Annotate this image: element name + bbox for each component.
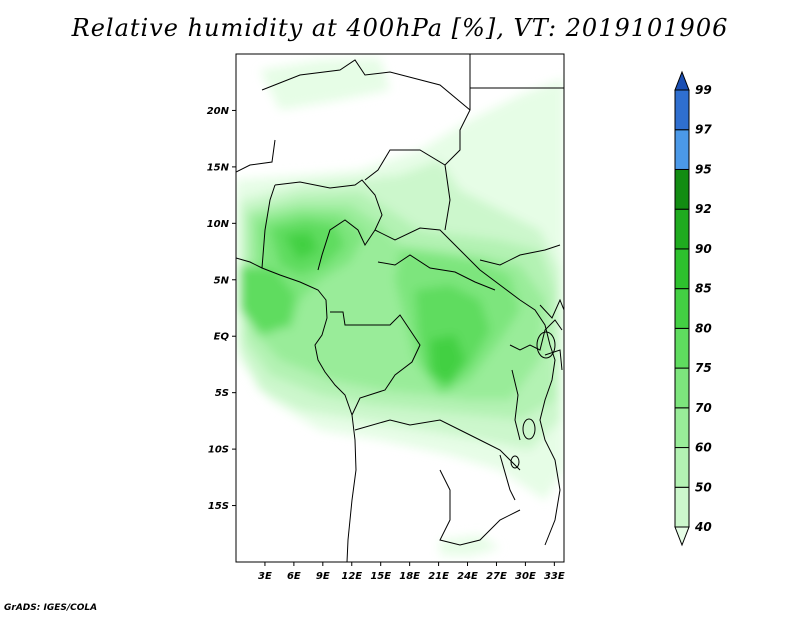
humidity-field (236, 58, 564, 556)
colorbar-segment (674, 526, 690, 547)
colorbar-label: 95 (695, 162, 712, 176)
map-title: Relative humidity at 400hPa [%], VT: 201… (71, 14, 729, 42)
lon-tick-label: 33E (544, 571, 565, 582)
colorbar-segment (674, 327, 690, 369)
lat-tick-label: 5N (214, 275, 230, 286)
grads-credit: GrADS: IGES/COLA (4, 603, 98, 613)
lat-tick-label: 15S (208, 501, 229, 512)
colorbar: 40 50 60 70 75 80 85 90 92 95 97 99 (674, 70, 712, 547)
lon-tick-label: 3E (258, 571, 272, 582)
humidity-region-40c (440, 535, 500, 556)
country-borders (236, 54, 564, 562)
colorbar-label: 80 (695, 321, 712, 335)
colorbar-label: 97 (695, 123, 712, 137)
colorbar-label: 60 (695, 441, 712, 455)
colorbar-segment (674, 89, 690, 131)
lon-tick-label: 6E (287, 571, 301, 582)
humidity-region-80c (240, 265, 295, 335)
lon-tick-label: 24E (457, 571, 478, 582)
longitude-axis: 3E 6E 9E 12E 15E 18E 21E 24E 27E 30E 33E (258, 562, 565, 582)
colorbar-segment (674, 248, 690, 290)
colorbar-segment (674, 129, 690, 170)
colorbar-label: 90 (695, 242, 712, 256)
humidity-region-40b (260, 58, 390, 110)
colorbar-segment (674, 447, 690, 488)
lon-tick-label: 15E (370, 571, 391, 582)
lat-tick-label: 10S (208, 445, 229, 456)
lon-tick-label: 12E (341, 571, 362, 582)
colorbar-label: 99 (695, 83, 712, 97)
colorbar-segment (674, 486, 690, 528)
lat-tick-label: 20N (207, 106, 230, 117)
lon-tick-label: 18E (399, 571, 420, 582)
colorbar-segment (674, 70, 690, 91)
colorbar-segment (674, 367, 690, 409)
lat-tick-label: 5S (215, 388, 229, 399)
lon-tick-label: 27E (486, 571, 507, 582)
lat-tick-label: EQ (214, 332, 230, 343)
colorbar-label: 75 (695, 361, 712, 375)
lon-tick-label: 30E (515, 571, 536, 582)
colorbar-label: 40 (694, 520, 712, 534)
lon-tick-label: 21E (428, 571, 449, 582)
latitude-axis: 20N 15N 10N 5N EQ 5S 10S 15S (207, 106, 236, 512)
lakes (510, 331, 556, 469)
colorbar-segment (674, 168, 690, 210)
lon-tick-label: 9E (316, 571, 330, 582)
colorbar-segment (674, 407, 690, 449)
lat-tick-label: 10N (207, 219, 230, 230)
colorbar-label: 92 (695, 202, 712, 216)
colorbar-segment (674, 288, 690, 329)
humidity-region-85 (430, 335, 465, 385)
map-frame (235, 53, 565, 563)
lat-tick-label: 15N (207, 162, 230, 173)
colorbar-label: 70 (695, 401, 712, 415)
humidity-region-85b (285, 232, 318, 260)
colorbar-label: 85 (695, 282, 712, 296)
colorbar-label: 50 (695, 480, 712, 494)
colorbar-segment (674, 208, 690, 250)
